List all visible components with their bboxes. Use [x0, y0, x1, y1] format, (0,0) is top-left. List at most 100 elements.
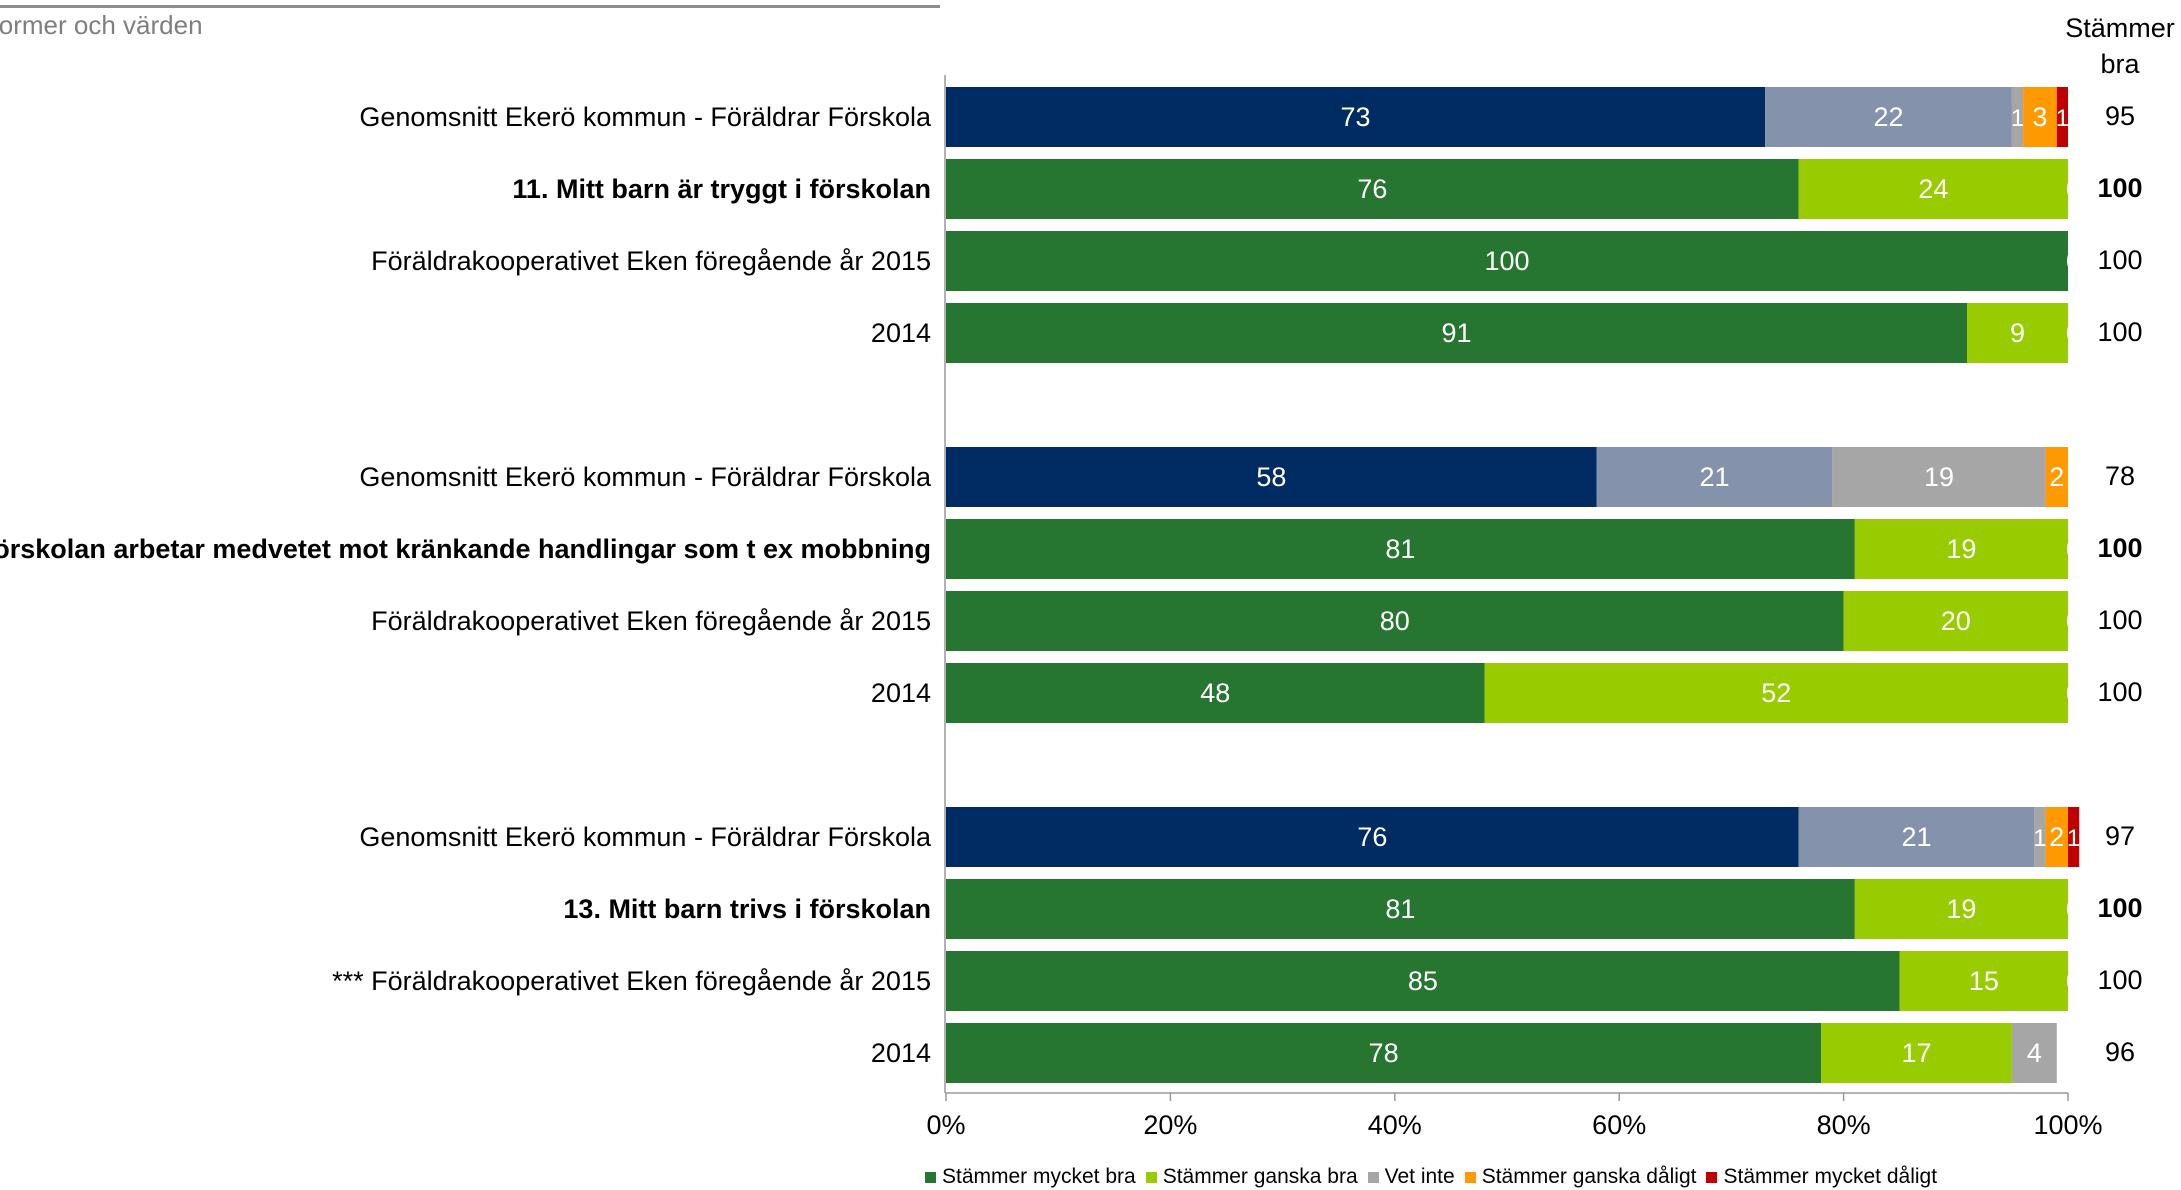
bar-segment — [946, 591, 1844, 651]
category-label: 2014 — [870, 318, 931, 348]
bar-segment — [1832, 447, 2046, 507]
bar-segment — [1854, 519, 2068, 579]
title-rule — [0, 5, 940, 8]
legend-swatch — [1706, 1171, 1718, 1183]
legend-label: Vet inte — [1384, 1165, 1455, 1188]
data-label: 9 — [2010, 318, 2025, 348]
bar-segment — [1484, 663, 2068, 723]
stammer-bra-value: 97 — [2104, 821, 2136, 851]
data-label-zero: 0 — [2066, 894, 2081, 924]
legend-swatch — [1464, 1171, 1476, 1183]
category-label: 13. Mitt barn trivs i förskolan — [563, 894, 931, 924]
stammer-bra-value: 100 — [2097, 677, 2143, 707]
data-label-zero: 0 — [2066, 174, 2081, 204]
stammer-bra-value: 100 — [2097, 893, 2143, 923]
bar-segment — [2034, 807, 2046, 867]
bar-segment — [1765, 87, 2012, 147]
stammer-bra-value: 100 — [2097, 533, 2143, 563]
stammer-bra-value: 78 — [2104, 461, 2136, 491]
bar-segment — [1899, 951, 2068, 1011]
legend-label: Stämmer mycket dåligt — [1723, 1165, 1938, 1188]
data-label: 73 — [1341, 102, 1371, 132]
category-label: Genomsnitt Ekerö kommun - Föräldrar Förs… — [359, 462, 931, 492]
bar-segment — [1843, 591, 2068, 651]
category-label: 12. Förskolan arbetar medvetet mot kränk… — [0, 534, 931, 564]
bar-segment — [1854, 879, 2068, 939]
stammer-bra-value: 100 — [2097, 605, 2143, 635]
right-column-header: Stämmer bra — [2050, 10, 2181, 82]
data-label: 81 — [1385, 894, 1415, 924]
data-label: 76 — [1357, 174, 1387, 204]
data-label: 78 — [1369, 1038, 1399, 1068]
data-label: 19 — [1946, 534, 1976, 564]
bar-segment — [2056, 87, 2068, 147]
data-label: 21 — [1902, 822, 1932, 852]
data-label: 81 — [1385, 534, 1415, 564]
data-label: 85 — [1408, 966, 1438, 996]
bar-segment — [2045, 447, 2068, 507]
x-tick-label: 20% — [1143, 1110, 1197, 1140]
data-label: 1 — [2033, 825, 2046, 852]
bar-segment — [946, 951, 1900, 1011]
data-label: 17 — [1902, 1038, 1932, 1068]
data-label: 19 — [1946, 894, 1976, 924]
category-label: Genomsnitt Ekerö kommun - Föräldrar Förs… — [359, 102, 931, 132]
x-tick-label: 0% — [926, 1110, 965, 1140]
legend-label: Stämmer ganska bra — [1162, 1165, 1358, 1188]
bar-segment — [2023, 87, 2057, 147]
x-tick-label: 60% — [1592, 1110, 1646, 1140]
category-label: Föräldrakooperativet Eken föregående år … — [371, 606, 931, 636]
legend: Stämmer mycket bra Stämmer ganska bra Vet … — [925, 1165, 1947, 1189]
bar-segment — [946, 1023, 1822, 1083]
bar-segment — [1967, 303, 2068, 363]
stammer-bra-value: 100 — [2097, 245, 2143, 275]
category-label: 2014 — [870, 1038, 931, 1068]
legend-label: Stämmer mycket bra — [942, 1165, 1136, 1188]
legend-item: Stämmer mycket dåligt — [1706, 1165, 1937, 1189]
legend-item: Vet inte — [1367, 1165, 1455, 1189]
category-label: 11. Mitt barn är tryggt i förskolan — [512, 174, 931, 204]
data-label: 3 — [2032, 102, 2047, 132]
bar-segment — [946, 447, 1597, 507]
legend-item: Stämmer ganska bra — [1145, 1165, 1358, 1189]
data-label: 76 — [1357, 822, 1387, 852]
data-label: 2 — [2049, 822, 2064, 852]
bar-segment — [946, 879, 1855, 939]
bar-segment — [946, 303, 1968, 363]
data-label: 24 — [1918, 174, 1948, 204]
bar-segment — [946, 231, 2068, 291]
legend-label: Stämmer ganska dåligt — [1481, 1165, 1697, 1188]
data-label: 15 — [1969, 966, 1999, 996]
data-label: 20 — [1941, 606, 1971, 636]
bar-segment — [946, 87, 1766, 147]
bar-segment — [2045, 807, 2068, 867]
legend-item: Stämmer ganska dåligt — [1464, 1165, 1697, 1189]
bar-segment — [946, 663, 1485, 723]
legend-swatch — [1367, 1171, 1379, 1183]
data-label-zero: 0 — [2066, 534, 2081, 564]
data-label: 48 — [1200, 678, 1230, 708]
data-label: 19 — [1924, 462, 1954, 492]
stammer-bra-value: 95 — [2104, 101, 2136, 131]
section-title: Normer och värden — [0, 10, 203, 40]
stammer-bra-value: 100 — [2097, 317, 2143, 347]
stammer-bra-value: 100 — [2097, 173, 2143, 203]
bar-segment — [2068, 807, 2080, 867]
data-label-zero: 0 — [2066, 678, 2081, 708]
x-tick-label: 40% — [1368, 1110, 1422, 1140]
data-label-zero: 0 — [2066, 606, 2081, 636]
data-label: 4 — [2027, 1038, 2042, 1068]
data-label: 21 — [1700, 462, 1730, 492]
bar-segment — [946, 519, 1855, 579]
data-label-zero: 0 — [2066, 966, 2081, 996]
data-label-zero: 0 — [2066, 246, 2081, 276]
bar-segment — [1821, 1023, 2012, 1083]
bar-segment — [1596, 447, 1833, 507]
legend-item: Stämmer mycket bra — [925, 1165, 1136, 1189]
data-label-zero: 0 — [2066, 318, 2081, 348]
right-column-header-line2: bra — [2100, 49, 2140, 79]
stammer-bra-value: 96 — [2104, 1037, 2136, 1067]
category-label: Föräldrakooperativet Eken föregående år … — [371, 246, 931, 276]
bar-segment — [1798, 159, 2068, 219]
